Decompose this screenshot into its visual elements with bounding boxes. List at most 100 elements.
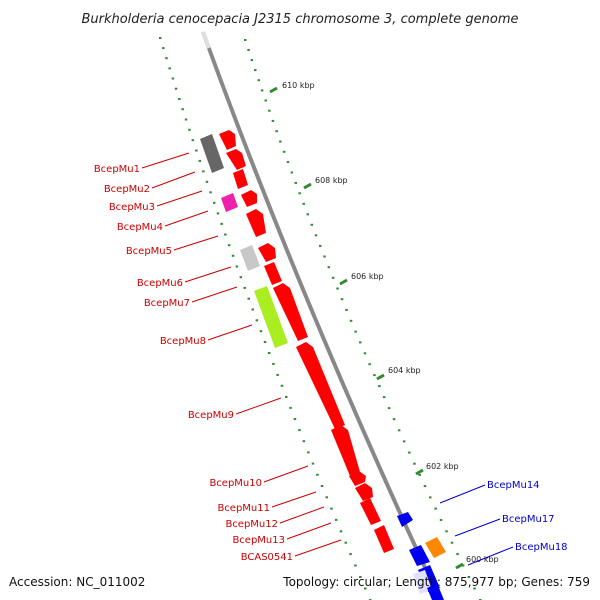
kbp-major-ticks <box>269 86 464 570</box>
outer-scale-dot <box>331 276 335 279</box>
label-bcepmu14[interactable]: BcepMu14 <box>487 480 540 491</box>
outer-scale-dot <box>439 519 443 521</box>
red-gene-4[interactable] <box>241 190 257 207</box>
red-gene-3[interactable] <box>233 169 248 189</box>
outer-scale-dot <box>279 140 282 143</box>
outer-scale-dot <box>363 352 367 355</box>
outer-scale-dot <box>244 39 247 41</box>
inner-scale-dot <box>251 308 254 311</box>
inner-scale-dot <box>227 244 231 247</box>
label-bcepmu6[interactable]: BcepMu6 <box>137 278 183 289</box>
label-bcepmu2[interactable]: BcepMu2 <box>104 184 150 195</box>
left-gene-labels: BcepMu1 BcepMu2 BcepMu3 BcepMu4 BcepMu5 … <box>94 164 293 563</box>
label-bcepmu13[interactable]: BcepMu13 <box>232 535 285 546</box>
blue-feature-2[interactable] <box>409 545 430 566</box>
inner-scale-dot <box>235 265 239 268</box>
kbp-label-606: 606 kbp <box>351 272 384 281</box>
outer-scale-dot <box>275 130 278 133</box>
gray-feature-1[interactable] <box>200 134 224 173</box>
outer-scale-dot <box>310 223 314 226</box>
inner-scale-dot <box>307 451 310 454</box>
outer-scale-dot <box>387 407 391 410</box>
blue-feature-4[interactable] <box>427 583 444 600</box>
outer-scale-dot <box>456 553 459 556</box>
inner-scale-dot <box>311 462 315 465</box>
inner-scale-dot <box>293 418 297 420</box>
label-bcepmu9[interactable]: BcepMu9 <box>188 410 234 421</box>
outer-scale-dot <box>323 255 326 258</box>
map-title: Burkholderia cenocepacia J2315 chromosom… <box>81 12 518 27</box>
inner-scale-dot <box>216 212 220 215</box>
inner-scale-dot <box>231 254 235 257</box>
outer-scale-dot <box>306 213 309 216</box>
right-gene-labels: BcepMu14 BcepMu17 BcepMu18 <box>487 480 568 553</box>
label-bcepmu11[interactable]: BcepMu11 <box>217 503 270 514</box>
outer-scale-dot <box>402 440 406 443</box>
outer-scale-dot <box>268 109 271 112</box>
magenta-feature[interactable] <box>221 193 238 212</box>
label-bcepmu10[interactable]: BcepMu10 <box>209 478 262 489</box>
label-bcepmu4[interactable]: BcepMu4 <box>117 222 163 233</box>
red-gene-2[interactable] <box>226 149 246 170</box>
outer-scale-dot <box>408 451 411 454</box>
label-bcepmu7[interactable]: BcepMu7 <box>144 298 190 309</box>
red-gene-1[interactable] <box>219 130 236 150</box>
red-gene-8[interactable] <box>273 283 308 341</box>
topology-text: Topology: circular; Length: 875,977 bp; … <box>282 575 590 589</box>
outer-scale-dot <box>413 462 416 465</box>
red-gene-13[interactable] <box>360 498 381 525</box>
inner-scale-dot <box>334 518 338 521</box>
inner-scale-dot <box>220 222 223 225</box>
outer-scale-dot <box>302 202 305 205</box>
label-bcepmu18[interactable]: BcepMu18 <box>515 542 568 553</box>
inner-scale-dot <box>162 47 165 50</box>
inner-scale-dot <box>263 341 267 343</box>
outer-scale-dot <box>282 150 286 153</box>
red-gene-10[interactable] <box>331 425 360 476</box>
inner-scale-dot <box>174 87 178 90</box>
inner-scale-dot <box>255 319 259 322</box>
lime-feature[interactable] <box>254 286 288 348</box>
inner-scale-dot <box>364 587 367 590</box>
outer-scale-dot <box>327 266 331 269</box>
inner-scale-dot <box>205 180 209 183</box>
outer-scale-dot <box>290 171 294 174</box>
outer-scale-dot <box>336 287 339 290</box>
inner-scale-dot <box>267 352 271 354</box>
label-bcepmu17[interactable]: BcepMu17 <box>502 514 555 525</box>
label-bcepmu5[interactable]: BcepMu5 <box>126 246 172 257</box>
left-leader-lines <box>141 152 342 557</box>
label-bcepmu8[interactable]: BcepMu8 <box>160 336 206 347</box>
inner-scale-dot <box>165 57 168 60</box>
red-gene-9[interactable] <box>296 342 345 429</box>
inner-scale-dot <box>316 473 319 476</box>
outer-scale-dot <box>260 89 264 92</box>
lightgray-feature[interactable] <box>240 245 260 271</box>
kbp-label-604: 604 kbp <box>388 366 421 375</box>
outer-scale-dot <box>257 79 260 82</box>
orange-feature[interactable] <box>425 537 446 558</box>
red-gene-11[interactable] <box>349 471 366 486</box>
inner-scale-dot <box>272 362 275 365</box>
blue-feature-1[interactable] <box>397 512 413 527</box>
inner-scale-dot <box>239 276 243 279</box>
red-gene-12[interactable] <box>355 483 373 501</box>
outer-scale-dot <box>349 319 353 322</box>
red-gene-14[interactable] <box>374 525 394 553</box>
label-bcepmu12[interactable]: BcepMu12 <box>225 519 278 530</box>
outer-scale-dot <box>378 385 381 388</box>
red-gene-7[interactable] <box>264 262 282 285</box>
outer-scale-dot <box>467 576 471 578</box>
inner-scale-dot <box>209 191 212 194</box>
outer-scale-dot <box>473 587 476 590</box>
outer-scale-dot <box>418 473 421 476</box>
label-bcas0541[interactable]: BCAS0541 <box>241 552 293 563</box>
outer-scale-dot <box>340 298 344 301</box>
inner-scale-dot <box>280 384 284 387</box>
red-gene-6[interactable] <box>258 243 276 262</box>
label-bcepmu3[interactable]: BcepMu3 <box>109 202 155 213</box>
label-bcepmu1[interactable]: BcepMu1 <box>94 164 140 175</box>
kbp-label-602: 602 kbp <box>426 462 459 471</box>
red-gene-5[interactable] <box>246 209 266 237</box>
